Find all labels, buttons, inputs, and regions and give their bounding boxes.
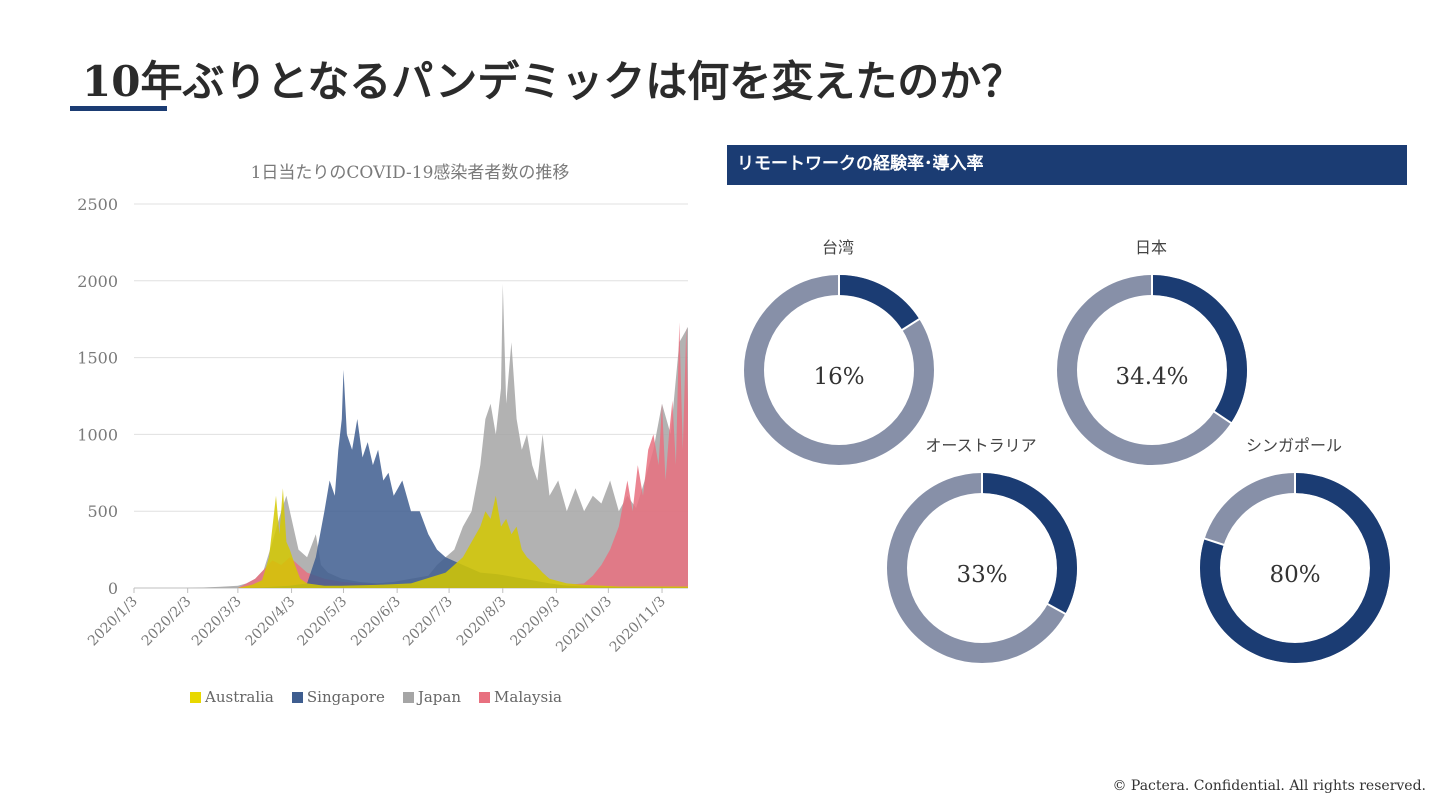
donut-value-taiwan: 16%	[813, 364, 865, 390]
series-area-singapore	[134, 369, 688, 588]
x-tick-label: 2020/7/3	[400, 594, 456, 650]
series-area-malaysia	[134, 322, 688, 588]
y-tick-label: 0	[108, 579, 118, 598]
x-tick-label: 2020/1/3	[85, 594, 141, 650]
donut-value-singapore: 80%	[1269, 562, 1321, 588]
area-chart: 050010001500200025002020/1/32020/2/32020…	[77, 195, 688, 656]
y-tick-label: 1500	[77, 349, 118, 368]
legend-swatch	[479, 691, 491, 703]
donut-separator	[1203, 537, 1225, 547]
legend-label: Malaysia	[494, 688, 562, 706]
x-tick-label: 2020/6/3	[348, 594, 404, 650]
x-tick-label: 2020/10/3	[553, 594, 615, 656]
legend-item-japan: Japan	[402, 688, 462, 706]
donut-label-singapore: シンガポール	[1245, 436, 1342, 455]
donut-value-australia: 33%	[956, 562, 1008, 588]
series-area-australia	[134, 488, 688, 588]
y-tick-label: 1000	[77, 425, 118, 444]
remote-work-section-header: リモートワークの経験率･導入率	[727, 145, 1407, 185]
y-tick-label: 2500	[77, 195, 118, 214]
y-tick-label: 500	[87, 502, 118, 521]
legend-item-malaysia: Malaysia	[479, 688, 562, 706]
legend-swatch	[291, 691, 303, 703]
donut-label-australia: オーストラリア	[925, 436, 1037, 455]
x-tick-label: 2020/11/3	[607, 594, 669, 656]
x-tick-label: 2020/3/3	[189, 594, 245, 650]
copyright-footer: © Pactera. Confidential. All rights rese…	[1112, 778, 1426, 794]
y-tick-label: 2000	[77, 272, 118, 291]
donut-label-taiwan: 台湾	[821, 238, 854, 257]
x-tick-label: 2020/9/3	[507, 594, 563, 650]
legend-label: Singapore	[306, 688, 385, 706]
legend-swatch	[402, 691, 414, 703]
x-tick-label: 2020/4/3	[243, 594, 299, 650]
title-underline	[70, 106, 167, 111]
legend-label: Japan	[417, 688, 462, 706]
donut-value-japan: 34.4%	[1115, 364, 1189, 390]
x-tick-label: 2020/8/3	[454, 594, 510, 650]
donut-separator	[1212, 410, 1233, 425]
donut-label-japan: 日本	[1134, 238, 1167, 257]
area-chart-legend: Australia Singapore Japan Malaysia	[190, 688, 562, 706]
x-tick-label: 2020/5/3	[295, 594, 351, 650]
area-chart-title: 1日当たりのCOVID-19感染者者数の推移	[250, 163, 570, 183]
legend-item-australia: Australia	[190, 688, 274, 706]
legend-label: Australia	[205, 688, 274, 706]
x-tick-label: 2020/2/3	[139, 594, 195, 650]
legend-item-singapore: Singapore	[291, 688, 385, 706]
page-title: 10年ぶりとなるパンデミックは何を変えたのか？	[82, 57, 1024, 106]
donut-separator	[900, 317, 921, 332]
series-area-japan	[134, 283, 688, 588]
legend-swatch	[190, 691, 201, 703]
donut-separator	[1046, 602, 1067, 616]
